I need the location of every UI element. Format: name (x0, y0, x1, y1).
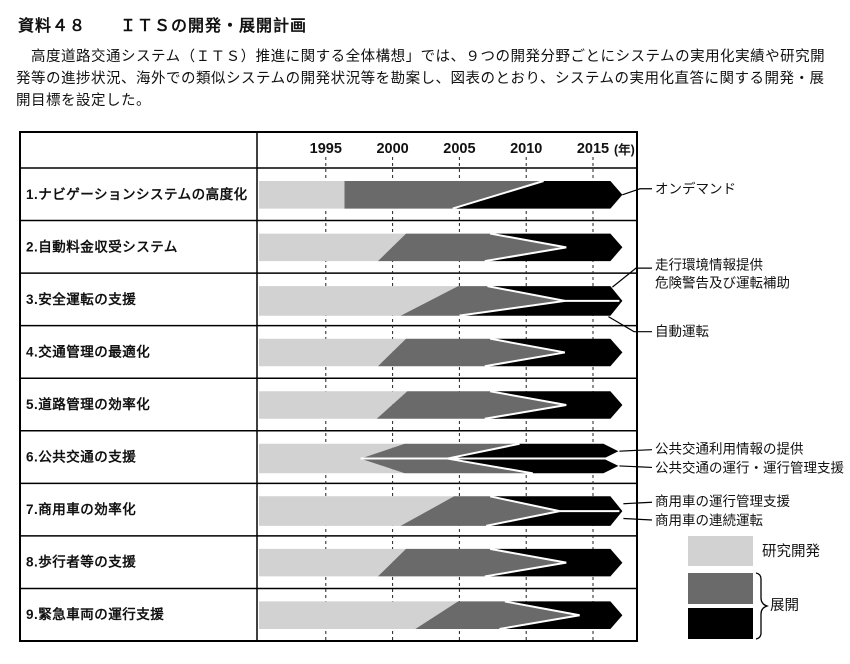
phase-separator-line (499, 614, 580, 630)
phase-separator-line (489, 390, 567, 406)
callout-line (622, 188, 652, 196)
row-bar-deployment-mid (360, 443, 520, 459)
year-tick-label: 2005 (443, 141, 475, 157)
row-bar-deployment-final (499, 601, 623, 629)
callout-line (619, 449, 653, 452)
row-bar-deployment-final (486, 496, 623, 526)
row-label: 4.交通管理の最適化 (26, 343, 150, 359)
row-bar-deployment-final (452, 181, 623, 209)
callout-label: 自動運転 (655, 324, 709, 339)
row-bar-deployment-mid (377, 338, 565, 367)
callout-line (612, 267, 652, 288)
row-label: 7.商用車の効率化 (26, 501, 136, 517)
callout-line (623, 517, 653, 521)
row-bar-research (259, 286, 459, 316)
row-bar-research (259, 601, 459, 629)
legend-brace (755, 572, 770, 640)
row-bar-deployment-final (447, 458, 619, 474)
phase-separator-line (485, 510, 560, 527)
callout-label: 公共交通利用情報の提供 (655, 441, 804, 457)
callout-label: 商用車の連続運転 (655, 513, 763, 528)
row-label: 2.自動料金収受システム (26, 238, 178, 254)
row-label: 1.ナビゲーションシステムの高度化 (26, 186, 248, 202)
row-label: 6.公共交通の支援 (26, 449, 136, 465)
intro-paragraph: 高度道路交通システム（ＩＴＳ）推進に関する全体構想」では、９つの開発分野ごとにシ… (16, 49, 826, 109)
row-bar-research (259, 338, 406, 367)
row-bar-deployment-final (484, 338, 623, 367)
phase-separator-line (489, 495, 560, 513)
row-bar-research (259, 443, 405, 474)
phase-separator-line (487, 285, 566, 302)
phase-separator-line (447, 457, 534, 475)
phase-separator-line (484, 561, 567, 578)
phase-separator-line (452, 180, 544, 210)
row-bar-deployment-mid (377, 548, 567, 577)
page-title: 資料４８ ＩＴＳの開発・展開計画 (18, 18, 308, 35)
row-label: 8.歩行者等の支援 (26, 554, 136, 570)
row-bar-deployment-final (484, 391, 623, 419)
phase-separator-line (459, 299, 566, 317)
phase-separator-line (484, 404, 567, 420)
year-tick-label: 2010 (510, 141, 542, 157)
callout-label: オンデマンド (655, 180, 736, 196)
year-unit-label: (年) (614, 142, 635, 157)
row-bar-deployment-final (484, 233, 623, 262)
callout-line (623, 501, 653, 505)
row-bar-deployment-final (459, 286, 623, 316)
phase-separator-line (489, 547, 567, 564)
row-bar-research (259, 496, 455, 526)
legend-label-deployment: 展開 (770, 598, 799, 614)
legend-swatch-deployment-mid (688, 573, 753, 604)
phase-separator-line (489, 337, 566, 354)
phase-separator-line (504, 600, 580, 617)
row-bar-research (259, 181, 345, 209)
row-label: 5.道路管理の効率化 (26, 396, 150, 412)
callout-line (619, 465, 653, 469)
phase-separator-line (484, 246, 567, 263)
phase-separator-line (489, 232, 567, 249)
phase-separator-line (447, 442, 520, 460)
legend-swatch-deployment-final (688, 608, 753, 639)
row-label: 9.緊急車両の運行支援 (26, 606, 164, 622)
year-tick-label: 2000 (376, 141, 408, 157)
year-tick-label: 1995 (310, 141, 342, 157)
legend-label-research: 研究開発 (762, 543, 820, 560)
legend-swatch-research (688, 536, 753, 566)
callout-line (608, 316, 652, 333)
row-bar-deployment-mid (360, 458, 533, 474)
row-bar-deployment-final (484, 548, 623, 577)
callout-label: 商用車の運行管理支援 (655, 494, 790, 509)
row-bar-deployment-mid (344, 181, 544, 209)
callout-label: 公共交通の運行・運行管理支援 (655, 459, 844, 475)
row-bar-research (259, 233, 406, 262)
callout-label: 走行環境情報提供 (655, 258, 763, 273)
row-bar-research (259, 548, 406, 577)
row-bar-research (259, 391, 408, 419)
row-label: 3.安全運転の支援 (26, 291, 136, 307)
phase-separator-line (484, 351, 566, 368)
row-bar-deployment-mid (377, 233, 567, 262)
callout-label: 危険警告及び運転補助 (655, 276, 790, 291)
year-tick-label: 2015 (577, 141, 609, 157)
its-development-plan-chart: 1995 2000 2005 2010 2015 (年) 1.ナビゲーションシステムの高度化… (19, 131, 844, 642)
row-bar-deployment-final (447, 443, 619, 459)
row-bar-deployment-mid (376, 391, 567, 419)
